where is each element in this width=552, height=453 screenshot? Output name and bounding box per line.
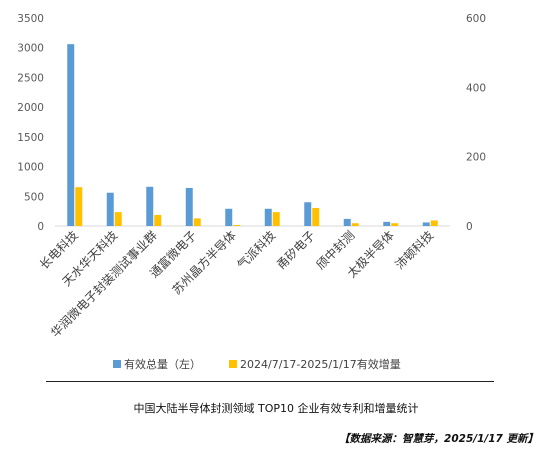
left-tick-label: 3500	[17, 13, 44, 25]
right-y-axis: 0 200 400 600	[466, 13, 486, 233]
category-labels: 长电科技天水华天科技华润微电子封装测试事业群通富微电子苏州晶方半导体气派科技甬矽…	[37, 228, 436, 340]
left-tick-label: 500	[24, 191, 44, 203]
bar-total	[185, 187, 193, 226]
left-tick-label: 2500	[17, 72, 44, 84]
bar-total	[343, 218, 351, 226]
bar-increment	[114, 212, 122, 226]
bar-total	[304, 202, 312, 226]
bar-increment	[312, 207, 320, 226]
left-y-axis: 0 500 1000 1500 2000 2500 3000 3500	[17, 13, 44, 233]
bar-increment	[154, 214, 162, 226]
category-label: 气派科技	[234, 228, 279, 273]
bar-total	[264, 208, 272, 226]
left-tick-label: 0	[37, 221, 44, 233]
chart-title: 中国大陆半导体封测领域 TOP10 企业有效专利和增量统计	[133, 402, 419, 415]
right-tick-label: 600	[466, 13, 486, 25]
legend: 有效总量（左） 2024/7/17-2025/1/17有效增量	[113, 357, 401, 371]
bar-total	[146, 186, 154, 226]
divider-line	[46, 381, 494, 382]
bar-total	[225, 208, 233, 226]
right-tick-label: 400	[466, 82, 486, 94]
bar-increment	[272, 212, 280, 226]
bar-increment	[351, 223, 359, 226]
right-tick-label: 0	[466, 221, 473, 233]
bar-total	[106, 192, 114, 226]
bar-series	[67, 44, 438, 226]
right-tick-label: 200	[466, 152, 486, 164]
bar-increment	[391, 223, 399, 226]
category-label: 沛顿科技	[393, 228, 437, 272]
legend-swatch-total	[113, 360, 121, 368]
left-tick-label: 3000	[17, 43, 44, 55]
legend-label-increment: 2024/7/17-2025/1/17有效增量	[240, 357, 401, 371]
bar-total	[422, 222, 430, 226]
bar-increment	[193, 218, 201, 226]
bar-total	[67, 44, 75, 226]
bar-increment	[75, 187, 83, 226]
source-note: 【数据来源：智慧芽，2025/1/17 更新】	[339, 433, 538, 445]
left-tick-label: 1500	[17, 132, 44, 144]
legend-swatch-increment	[229, 360, 237, 368]
bar-increment	[430, 220, 438, 226]
bar-total	[383, 221, 391, 226]
legend-label-total: 有效总量（左）	[124, 357, 201, 371]
category-label: 甬矽电子	[273, 228, 318, 273]
bar-increment	[233, 224, 241, 226]
left-tick-label: 1000	[17, 162, 44, 174]
left-tick-label: 2000	[17, 102, 44, 114]
